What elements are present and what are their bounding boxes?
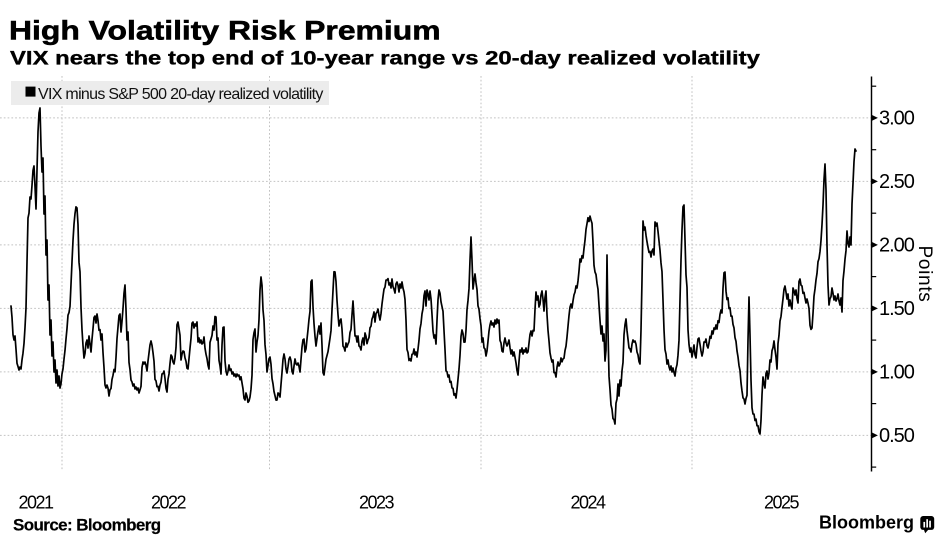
svg-text:Bloomberg: Bloomberg [819, 513, 914, 533]
svg-text:1.00: 1.00 [879, 362, 915, 384]
svg-text:High Volatility Risk Premium: High Volatility Risk Premium [9, 16, 441, 46]
svg-text:Points: Points [914, 245, 935, 302]
svg-text:2022: 2022 [151, 493, 187, 513]
svg-text:2.50: 2.50 [879, 171, 915, 193]
svg-text:2.00: 2.00 [879, 235, 915, 257]
svg-text:1.50: 1.50 [879, 298, 915, 320]
svg-text:3.00: 3.00 [879, 108, 915, 130]
svg-text:0.50: 0.50 [879, 425, 915, 447]
svg-text:2021: 2021 [18, 493, 54, 513]
svg-text:VIX nears the top end of 10-ye: VIX nears the top end of 10-year range v… [10, 47, 760, 69]
svg-text:2024: 2024 [570, 493, 606, 513]
svg-text:2025: 2025 [764, 493, 800, 513]
svg-text:Source: Bloomberg: Source: Bloomberg [13, 516, 161, 535]
svg-text:VIX minus S&P 500 20-day reali: VIX minus S&P 500 20-day realized volati… [38, 86, 323, 103]
svg-text:2023: 2023 [359, 493, 395, 513]
